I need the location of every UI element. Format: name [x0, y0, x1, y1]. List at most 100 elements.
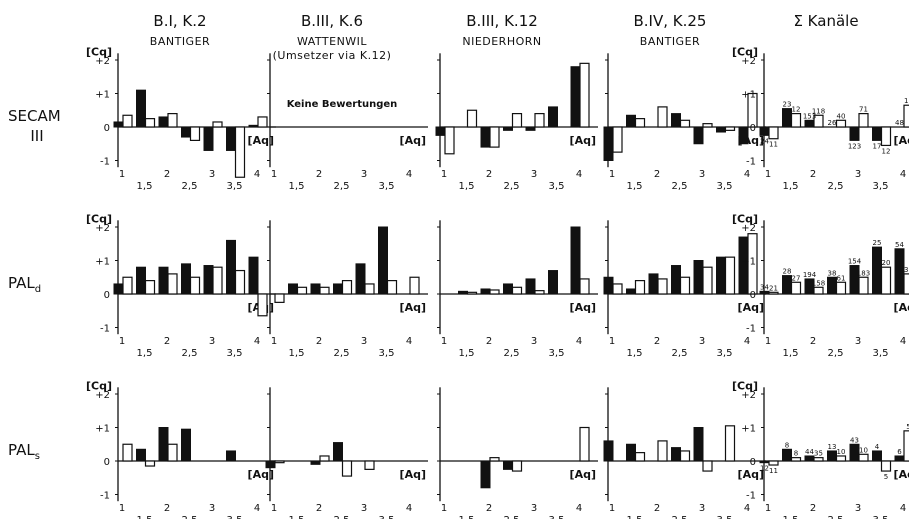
x-tick-label: 2,5	[182, 348, 198, 359]
x-tick-label: 3,5	[379, 515, 395, 519]
x-tick-label: 1,5	[459, 515, 475, 519]
bar-filled	[759, 460, 770, 464]
count-label: 194	[803, 271, 817, 279]
x-tick-label: 1,5	[137, 515, 153, 519]
bar-open	[724, 256, 736, 295]
bar-filled	[333, 283, 343, 295]
bar-open	[257, 116, 268, 128]
x-axis-label: [Aq]	[738, 468, 764, 481]
bar-open	[167, 112, 178, 128]
bar-filled	[872, 126, 882, 141]
bar-open	[634, 280, 646, 295]
y-tick-label: +1	[741, 90, 756, 101]
bar-open	[768, 291, 779, 295]
count-label: 5	[884, 473, 888, 481]
bar-open	[858, 453, 869, 462]
bar-open	[657, 440, 668, 462]
bar-open	[835, 119, 847, 128]
bar-open	[747, 92, 758, 128]
bar-filled	[671, 113, 681, 128]
bar-filled	[503, 460, 513, 470]
bar-open	[657, 278, 668, 295]
x-axis-label: [Aq]	[570, 301, 596, 314]
count-label: 183	[857, 269, 870, 277]
count-label: 12	[792, 106, 801, 114]
x-tick-label: 2	[810, 503, 816, 514]
x-tick-label: 1	[441, 169, 447, 180]
bar-filled	[626, 288, 636, 295]
x-tick-label: 3	[855, 336, 861, 347]
bar-filled	[248, 256, 259, 295]
x-tick-label: 2	[486, 169, 492, 180]
y-tick-label: -1	[100, 491, 110, 502]
x-tick-label: 3,5	[717, 181, 733, 192]
bar-open	[386, 280, 398, 295]
bar-open	[122, 276, 133, 295]
bar-open	[296, 286, 308, 295]
bar-filled	[693, 126, 704, 145]
bar-filled	[827, 450, 837, 462]
x-axis-label: [Aq]	[248, 134, 274, 147]
count-label: 13	[828, 443, 837, 451]
bar-filled	[759, 126, 770, 136]
y-tick-label: -1	[100, 157, 110, 168]
x-tick-label: 3	[531, 503, 537, 514]
x-tick-label: 2	[654, 336, 660, 347]
x-tick-label: 2	[164, 169, 170, 180]
column-subtitle: BANTIGER	[150, 35, 210, 48]
x-tick-label: 4	[576, 169, 582, 180]
x-tick-label: 2	[654, 503, 660, 514]
bar-filled	[648, 273, 659, 295]
bar-filled	[671, 265, 681, 295]
bar-open	[813, 457, 824, 462]
x-tick-label: 1,5	[627, 515, 643, 519]
count-label: 12	[882, 147, 891, 155]
bar-open	[319, 286, 330, 295]
y-tick-label: +1	[95, 424, 110, 435]
bar-open	[319, 455, 330, 462]
x-tick-label: 2,5	[672, 348, 688, 359]
x-tick-label: 3	[361, 169, 367, 180]
x-tick-label: 3,5	[717, 348, 733, 359]
y-tick-label: +1	[741, 424, 756, 435]
count-label: 40	[837, 112, 846, 120]
column-title: B.III, K.6	[301, 12, 363, 30]
x-tick-label: 1	[441, 503, 447, 514]
x-tick-label: 1,5	[459, 348, 475, 359]
bar-filled	[226, 239, 236, 295]
x-tick-label: 3,5	[717, 515, 733, 519]
bar-filled	[480, 126, 491, 148]
bar-open	[144, 280, 156, 295]
bar-filled	[671, 447, 681, 462]
x-tick-label: 4	[900, 169, 906, 180]
y-tick-label: 0	[750, 457, 756, 468]
bar-filled	[827, 276, 837, 295]
count-label: 11	[769, 141, 778, 149]
bar-open	[466, 109, 478, 128]
bar-filled	[782, 448, 792, 462]
bar-open	[122, 443, 133, 462]
bar-open	[144, 460, 156, 467]
bar-filled	[872, 450, 882, 462]
bar-filled	[158, 427, 169, 462]
x-tick-label: 3	[855, 503, 861, 514]
x-axis-label: [Aq]	[400, 134, 426, 147]
x-tick-label: 1	[271, 169, 277, 180]
count-label: 48	[895, 119, 904, 127]
no-rating-note: Keine Bewertungen	[287, 99, 398, 110]
x-tick-label: 1	[765, 169, 771, 180]
x-tick-label: 2,5	[334, 515, 350, 519]
x-tick-label: 3	[531, 336, 537, 347]
x-tick-label: 1	[119, 169, 125, 180]
x-tick-label: 3,5	[873, 348, 889, 359]
bar-filled	[894, 248, 905, 295]
bar-filled	[849, 126, 860, 141]
x-axis-label: [Aq]	[570, 134, 596, 147]
x-axis-label: [Aq]	[894, 134, 909, 147]
bar-open	[679, 450, 691, 462]
bar-filled	[181, 263, 191, 295]
x-tick-label: 4	[744, 336, 750, 347]
y-tick-label: 0	[750, 290, 756, 301]
x-tick-label: 2	[654, 169, 660, 180]
count-label: 10	[837, 448, 846, 456]
